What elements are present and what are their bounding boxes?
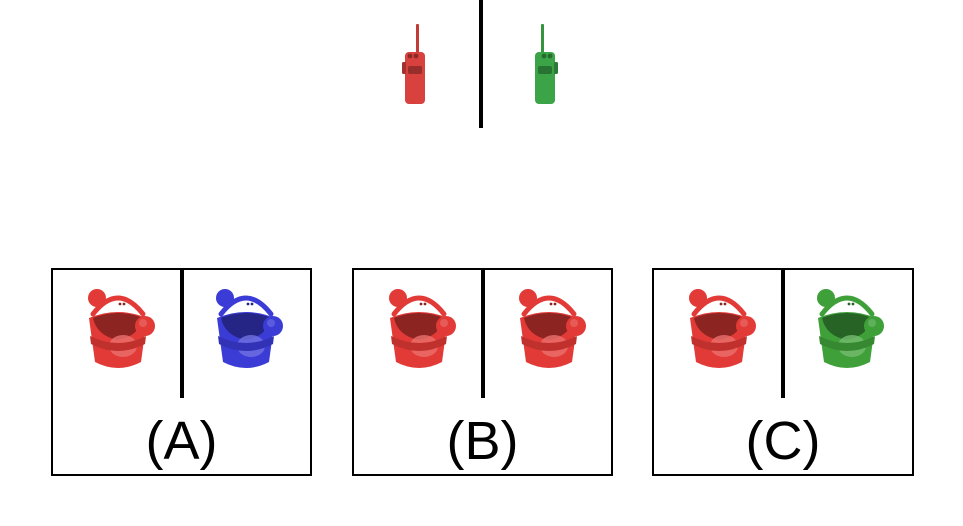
option-label: (A) bbox=[145, 411, 218, 471]
bucket-icon bbox=[519, 289, 586, 368]
option-divider bbox=[781, 270, 785, 398]
option-label: (B) bbox=[446, 411, 519, 471]
walkie-talkie-icon bbox=[535, 24, 558, 104]
walkie-talkie-icon bbox=[402, 24, 425, 104]
option-divider bbox=[481, 270, 485, 398]
bucket-icon bbox=[817, 289, 884, 368]
prompt-divider bbox=[479, 0, 483, 128]
option-b[interactable]: (B) bbox=[352, 268, 613, 476]
bucket-icon bbox=[389, 289, 456, 368]
option-a[interactable]: (A) bbox=[51, 268, 312, 476]
bucket-icon bbox=[689, 289, 756, 368]
bucket-icon bbox=[216, 289, 283, 368]
option-divider bbox=[180, 270, 184, 398]
option-c[interactable]: (C) bbox=[652, 268, 914, 476]
bucket-icon bbox=[88, 289, 155, 368]
option-label: (C) bbox=[745, 411, 821, 471]
